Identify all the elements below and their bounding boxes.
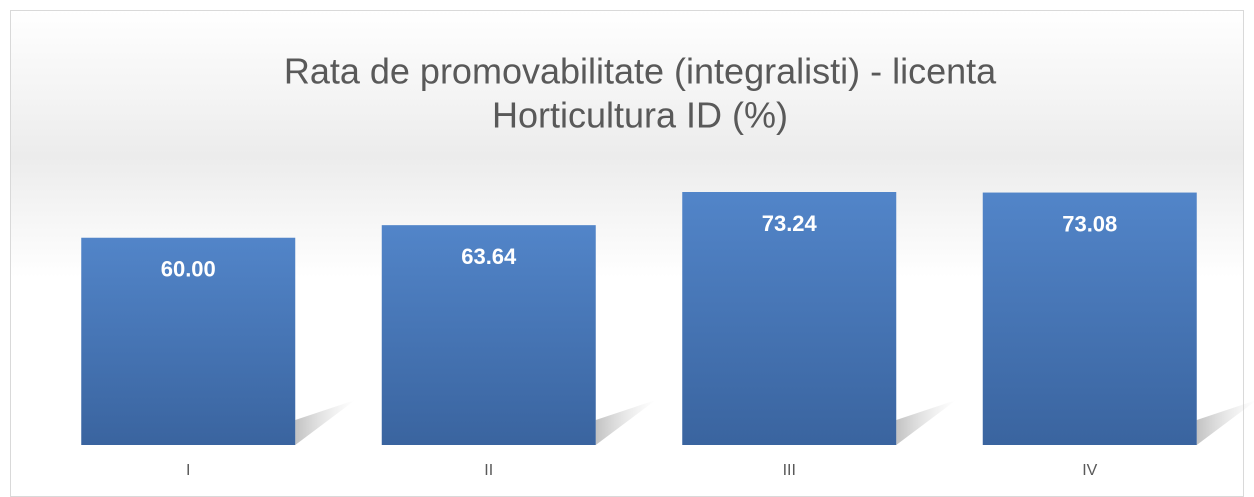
chart-title: Horticultura ID (%) [492,95,788,136]
x-tick-label: III [783,462,796,479]
bar [81,237,296,445]
bar-shadow [1196,400,1254,445]
bar [682,192,897,445]
bar [381,225,596,445]
data-label: 63.64 [461,244,517,269]
bar-shadow [295,400,356,445]
chart-title: Rata de promovabilitate (integralisti) -… [284,51,997,92]
x-tick-label: II [484,462,493,479]
bar [982,192,1197,445]
data-label: 73.08 [1062,211,1117,236]
bar-shadow [896,400,957,445]
data-label: 73.24 [762,211,818,236]
data-label: 60.00 [161,257,216,282]
bar-shadow [595,400,656,445]
x-tick-label: I [186,462,190,479]
x-tick-label: IV [1082,462,1097,479]
